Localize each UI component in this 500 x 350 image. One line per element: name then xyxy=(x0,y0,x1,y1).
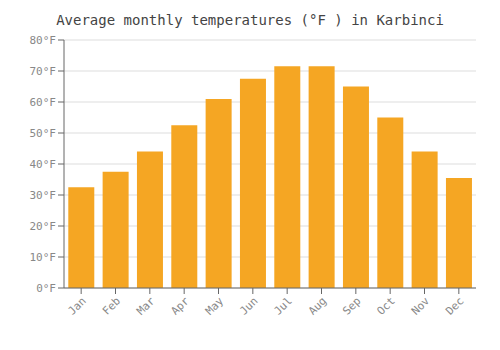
svg-text:50°F: 50°F xyxy=(30,127,57,140)
svg-text:Nov: Nov xyxy=(409,294,433,318)
svg-text:70°F: 70°F xyxy=(30,65,57,78)
svg-text:Dec: Dec xyxy=(443,294,466,317)
svg-text:Mar: Mar xyxy=(134,294,158,318)
svg-text:Jun: Jun xyxy=(237,294,260,317)
svg-text:May: May xyxy=(203,294,227,318)
svg-text:Jul: Jul xyxy=(272,294,295,317)
html-text:Average monthly temperatures (: Average monthly temperatures (°F ) in Ka… xyxy=(56,12,444,28)
svg-text:Jan: Jan xyxy=(66,294,89,317)
svg-text:60°F: 60°F xyxy=(30,96,57,109)
svg-text:80°F: 80°F xyxy=(30,34,57,47)
svg-text:Apr: Apr xyxy=(169,294,193,318)
svg-text:Sep: Sep xyxy=(340,294,363,317)
svg-text:Feb: Feb xyxy=(100,294,123,317)
svg-text:40°F: 40°F xyxy=(30,158,57,171)
svg-text:Oct: Oct xyxy=(375,294,398,317)
svg-text:20°F: 20°F xyxy=(30,220,57,233)
svg-text:10°F: 10°F xyxy=(30,251,57,264)
svg-text:0°F: 0°F xyxy=(36,282,56,295)
svg-text:Aug: Aug xyxy=(306,294,329,317)
svg-text:30°F: 30°F xyxy=(30,189,57,202)
